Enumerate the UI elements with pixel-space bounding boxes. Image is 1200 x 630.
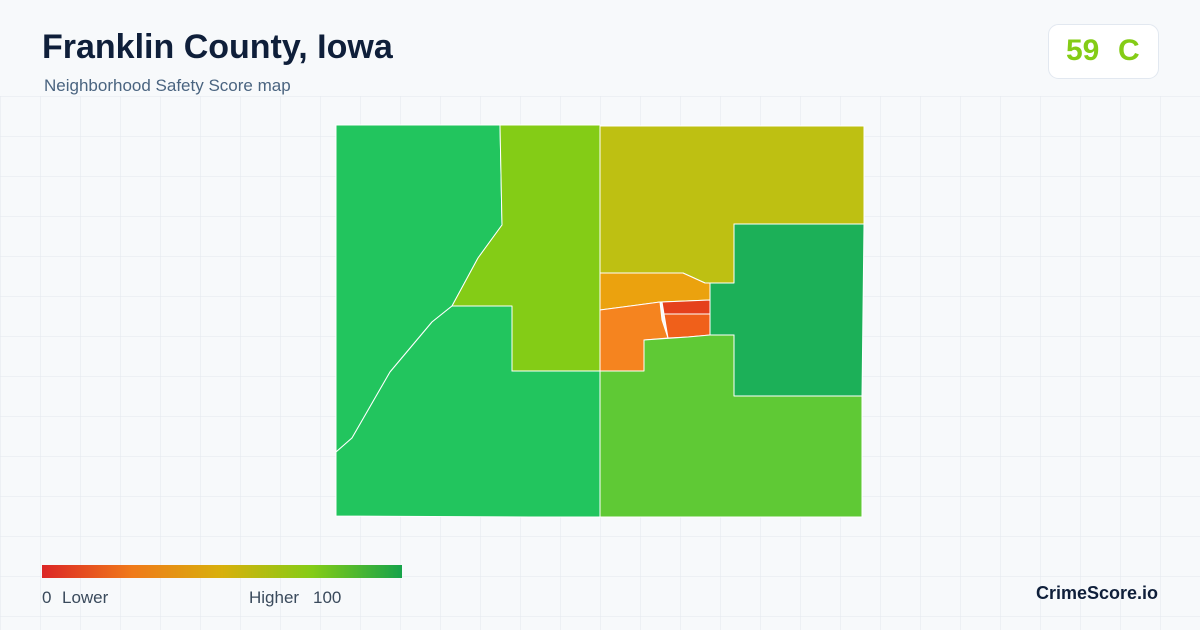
region xyxy=(661,299,711,315)
subtitle: Neighborhood Safety Score map xyxy=(44,76,291,95)
region xyxy=(663,313,711,339)
legend-max: 100 xyxy=(313,588,342,607)
score-grade: C xyxy=(1118,34,1140,67)
legend-min-label: Lower xyxy=(62,588,109,607)
score-value: 59 xyxy=(1066,34,1100,67)
legend-min: 0 xyxy=(42,588,52,607)
title: Franklin County, Iowa xyxy=(42,28,393,66)
region xyxy=(599,334,863,518)
brand: CrimeScore.io xyxy=(1036,583,1159,603)
legend-gradient xyxy=(42,565,402,578)
score-badge xyxy=(1048,24,1159,79)
legend-max-label: Higher xyxy=(249,588,300,607)
